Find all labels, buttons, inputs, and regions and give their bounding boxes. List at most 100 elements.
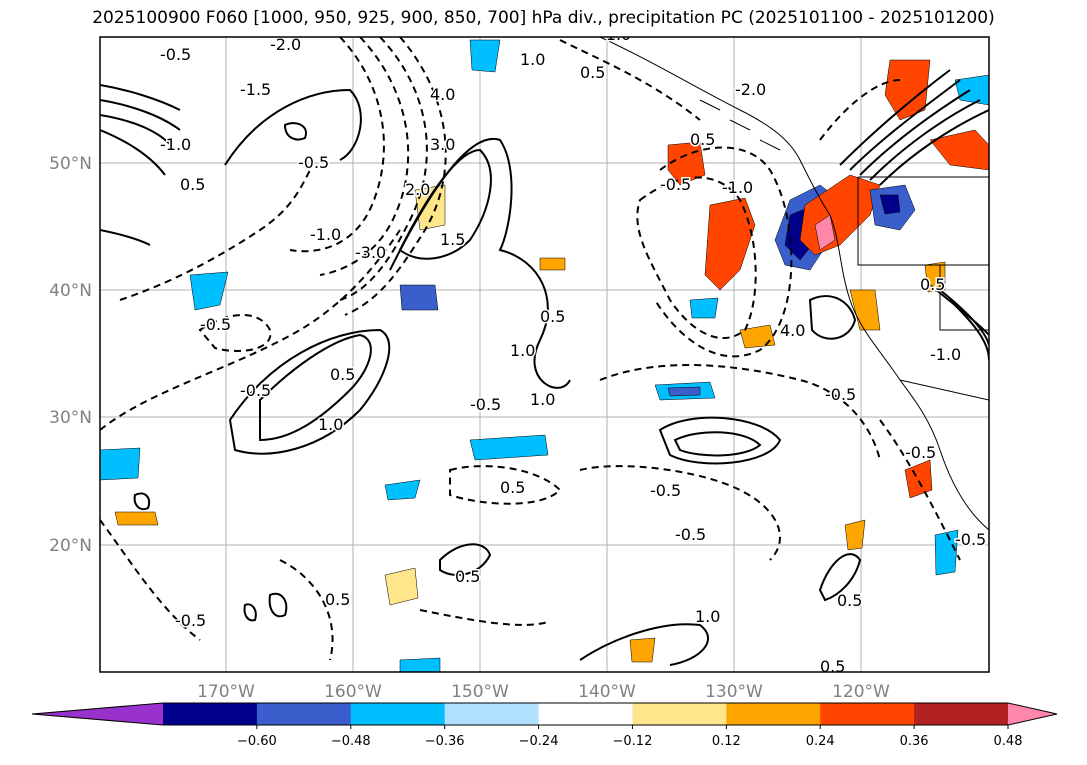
contour-value-label: 0.5 — [455, 567, 480, 586]
negative-contour — [319, 37, 410, 276]
positive-contour — [839, 69, 951, 166]
precip-negative-area — [667, 386, 701, 397]
lon-label-120w: 120°W — [832, 682, 890, 702]
precip-negative-area — [399, 657, 441, 672]
colorbar-segment — [914, 703, 1009, 725]
positive-contour — [579, 623, 710, 666]
precip-positive-area — [904, 459, 933, 499]
positive-contour — [100, 99, 181, 131]
latitude-axis: 50°N 40°N 30°N 20°N — [49, 154, 92, 556]
contour-label-group: -2.0 -1.5 -0.5 -1.0 -3.0 -0.5 -0.5 -1.0 0.5 1.0 3.… — [159, 37, 988, 672]
colorbar-tick-label: −0.36 — [425, 734, 465, 749]
negative-contour — [279, 559, 334, 661]
contour-value-label: -3.0 — [355, 243, 386, 262]
contour-value-label: 1.5 — [440, 230, 465, 249]
coastline — [599, 37, 989, 531]
colorbar-segment — [256, 703, 352, 725]
divergence-contours — [100, 37, 989, 666]
lon-label-160w: 160°W — [324, 682, 382, 702]
lon-label-140w: 140°W — [578, 682, 636, 702]
contour-value-label: -1.0 — [310, 225, 341, 244]
positive-contour — [268, 592, 288, 618]
colorbar-segment — [726, 703, 821, 725]
positive-contour — [859, 89, 971, 176]
contour-value-label: -2.0 — [735, 80, 766, 99]
contour-value-label: 1.0 — [530, 390, 555, 409]
colorbar: −0.60 −0.48 −0.36 −0.24 −0.12 0.12 0.24 0.36 0.4… — [31, 702, 1058, 749]
positive-contour — [818, 553, 862, 602]
positive-contour — [389, 137, 571, 389]
contour-value-label: -0.5 — [240, 381, 271, 400]
negative-contour — [119, 169, 311, 301]
colorbar-segment — [350, 703, 446, 725]
colorbar-tick-label: 0.48 — [994, 734, 1023, 749]
colorbar-segment — [820, 703, 915, 725]
contour-value-label: -1.0 — [160, 135, 191, 154]
precip-negative-area — [879, 194, 901, 215]
colorbar-tick-label: −0.12 — [613, 734, 653, 749]
negative-contour — [879, 419, 961, 561]
state-border — [857, 176, 989, 266]
contour-value-label: -1.0 — [930, 345, 961, 364]
precip-positive-area — [384, 567, 419, 606]
negative-contour — [559, 39, 701, 121]
negative-contour — [344, 37, 447, 316]
positive-contour — [100, 84, 181, 111]
positive-contour — [869, 99, 981, 181]
colorbar-extend-low — [32, 703, 163, 725]
precip-negative-area — [689, 297, 719, 319]
negative-contour — [819, 79, 901, 141]
colorbar-segment — [444, 703, 540, 725]
contour-value-label: -0.5 — [160, 45, 191, 64]
precip-negative-area — [934, 529, 959, 576]
negative-contour — [339, 37, 428, 301]
map-area: -2.0 -1.5 -0.5 -1.0 -3.0 -0.5 -0.5 -1.0 0.5 1.0 3.… — [100, 37, 989, 672]
positive-contour — [929, 284, 989, 336]
lon-label-170w: 170°W — [197, 682, 255, 702]
colorbar-segment — [538, 703, 633, 725]
contour-value-label: 4.0 — [780, 321, 805, 340]
contour-value-label: -1.5 — [240, 80, 271, 99]
contour-value-label: 0.5 — [580, 63, 605, 82]
precip-positive-area — [667, 141, 706, 186]
colorbar-tick-label: −0.60 — [237, 734, 277, 749]
contour-value-label: 0.5 — [330, 365, 355, 384]
us-mexico-border — [899, 379, 989, 401]
precip-positive-area — [844, 519, 866, 551]
positive-contour — [243, 603, 257, 622]
negative-contour — [100, 519, 201, 641]
contour-value-label: -0.5 — [825, 385, 856, 404]
contour-value-label: -0.5 — [200, 315, 231, 334]
positive-contour — [259, 333, 372, 442]
colorbar-tick-label: −0.24 — [519, 734, 559, 749]
precip-negative-area — [384, 479, 421, 501]
longitude-axis: 170°W 160°W 150°W 140°W 130°W 120°W — [197, 682, 890, 702]
precip-positive-area — [739, 324, 776, 349]
precip-positive-area — [629, 637, 656, 663]
lat-label-30n: 30°N — [49, 408, 92, 428]
positive-contour — [100, 114, 176, 151]
precip-positive-area — [929, 129, 989, 171]
contour-value-label: -0.5 — [298, 153, 329, 172]
lat-label-20n: 20°N — [49, 536, 92, 556]
precip-positive-area — [704, 197, 756, 291]
contour-value-label: 0.5 — [540, 307, 565, 326]
positive-contour — [879, 109, 989, 186]
positive-contour — [224, 88, 362, 166]
map-background — [100, 37, 989, 672]
positive-contour — [283, 122, 307, 141]
contour-value-label: -0.5 — [650, 481, 681, 500]
negative-contour — [100, 229, 401, 431]
colorbar-segment — [632, 703, 727, 725]
contour-value-label: 3.0 — [430, 135, 455, 154]
contour-value-label: 0.5 — [325, 590, 350, 609]
positive-contour — [439, 543, 492, 576]
contour-value-label: -0.5 — [955, 530, 986, 549]
contour-value-label: -0.5 — [675, 525, 706, 544]
contour-value-label: 0.5 — [500, 478, 525, 497]
precip-negative-area — [469, 39, 501, 73]
negative-contour — [289, 37, 385, 253]
lat-label-50n: 50°N — [49, 154, 92, 174]
precip-negative-area — [954, 74, 989, 106]
positive-contour — [228, 328, 391, 455]
